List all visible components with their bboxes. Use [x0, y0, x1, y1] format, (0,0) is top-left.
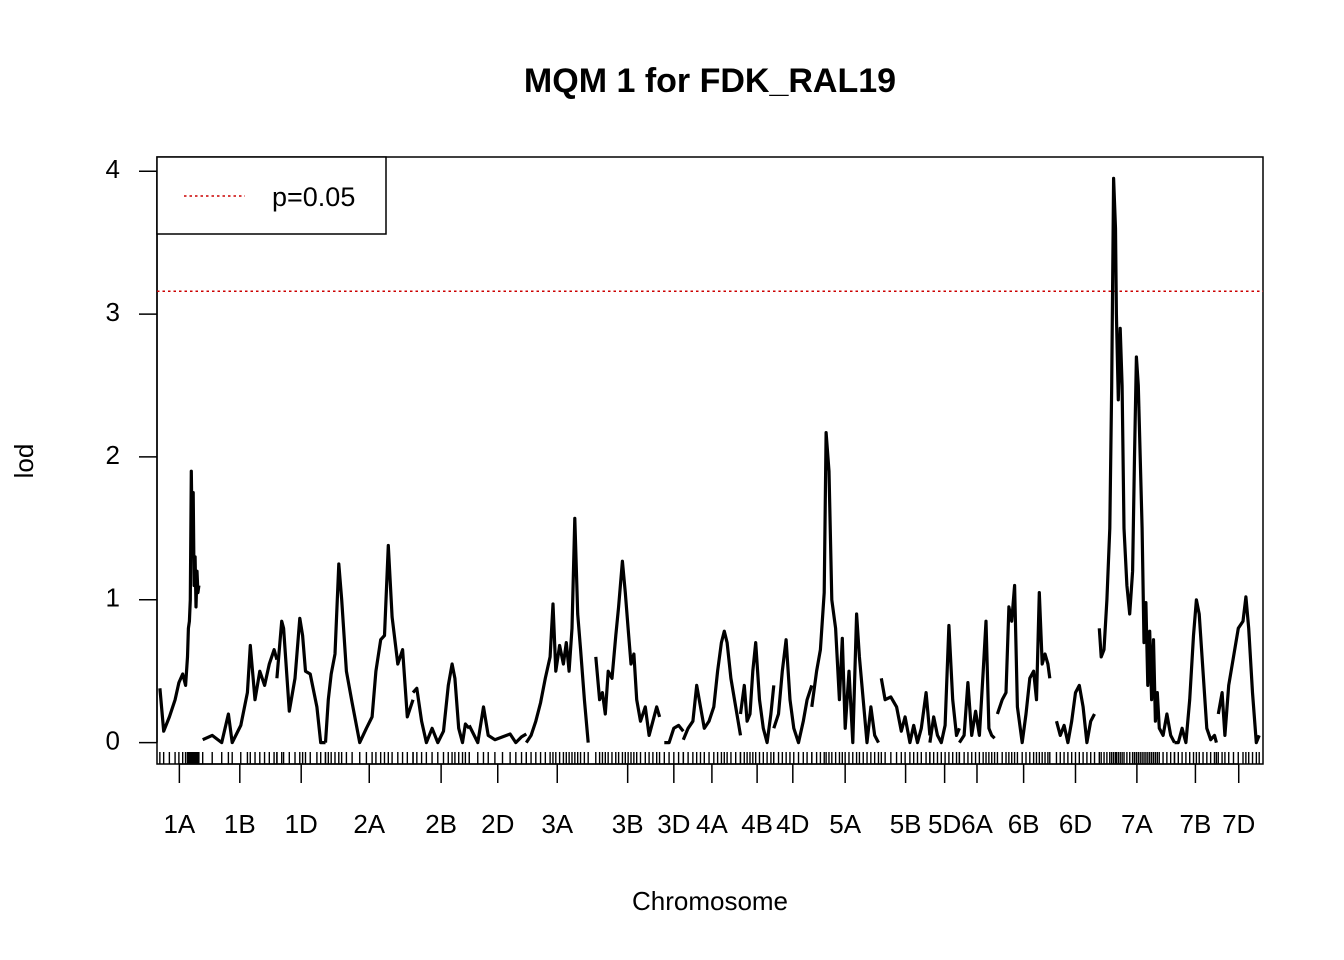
- lod-line-6B: [995, 583, 1052, 745]
- x-tick-label: 7D: [1222, 809, 1255, 839]
- lod-line-4D: [772, 638, 814, 745]
- lod-line-1D: [275, 616, 326, 745]
- lod-line-5D: [928, 623, 961, 745]
- plot-frame: [156, 156, 1264, 765]
- lod-line-1B: [202, 643, 279, 745]
- lod-line-7A: [1097, 176, 1176, 744]
- x-tick-label: 6B: [1008, 809, 1040, 839]
- y-tick-label: 4: [106, 154, 120, 184]
- legend-label: p=0.05: [272, 182, 355, 212]
- x-tick-label: 4A: [696, 809, 728, 839]
- x-tick-label: 3A: [541, 809, 573, 839]
- x-tick-label: 6A: [961, 809, 993, 839]
- x-tick-label: 4B: [741, 809, 773, 839]
- y-tick-label: 0: [106, 725, 120, 755]
- x-tick-label: 6D: [1059, 809, 1092, 839]
- y-tick-label: 1: [106, 583, 120, 613]
- legend: p=0.05: [156, 156, 387, 235]
- y-tick-label: 3: [106, 297, 120, 327]
- lod-line-5B: [879, 678, 932, 745]
- lod-line-6A: [958, 619, 996, 744]
- x-tick-label: 1B: [224, 809, 256, 839]
- x-tick-label: 5B: [890, 809, 922, 839]
- lod-line-5A: [810, 431, 880, 745]
- x-tick-label: 1D: [285, 809, 318, 839]
- lod-line-4B: [738, 641, 776, 745]
- chart-title: MQM 1 for FDK_RAL19: [524, 62, 896, 100]
- y-axis: 0 1 2 3 4: [106, 154, 158, 755]
- x-tick-label: 3D: [657, 809, 690, 839]
- lod-line-4A: [681, 629, 743, 741]
- x-tick-label: 2B: [425, 809, 457, 839]
- x-tick-label: 2A: [353, 809, 385, 839]
- lod-line-1A: [158, 469, 201, 733]
- lod-series: [158, 176, 1261, 745]
- marker-rug: [159, 752, 1260, 764]
- x-tick-label: 5A: [829, 809, 861, 839]
- lod-line-6D: [1054, 683, 1096, 745]
- lod-line-7D: [1216, 595, 1261, 745]
- lod-line-2D: [467, 705, 528, 745]
- lod-line-3B: [594, 559, 662, 737]
- x-tick-label: 5D: [928, 809, 961, 839]
- x-tick-label: 4D: [776, 809, 809, 839]
- lod-line-2A: [323, 543, 415, 745]
- y-tick-label: 2: [106, 440, 120, 470]
- x-tick-label: 2D: [481, 809, 514, 839]
- x-tick-label: 7B: [1180, 809, 1212, 839]
- lod-line-2B: [411, 662, 471, 745]
- x-tick-label: 1A: [163, 809, 195, 839]
- x-tick-label: 3B: [612, 809, 644, 839]
- x-axis: 1A 1B 1D 2A 2B 2D 3A 3B 3D 4A 4B 4D 5A 5B 5D 6A 6B 6D 7A 7B…: [163, 763, 1255, 839]
- lod-line-7B: [1174, 598, 1218, 745]
- x-tick-label: 7A: [1121, 809, 1153, 839]
- lod-line-3D: [664, 723, 685, 745]
- y-axis-label: lod: [9, 444, 39, 479]
- x-axis-label: Chromosome: [632, 886, 788, 916]
- lod-line-3A: [524, 516, 590, 744]
